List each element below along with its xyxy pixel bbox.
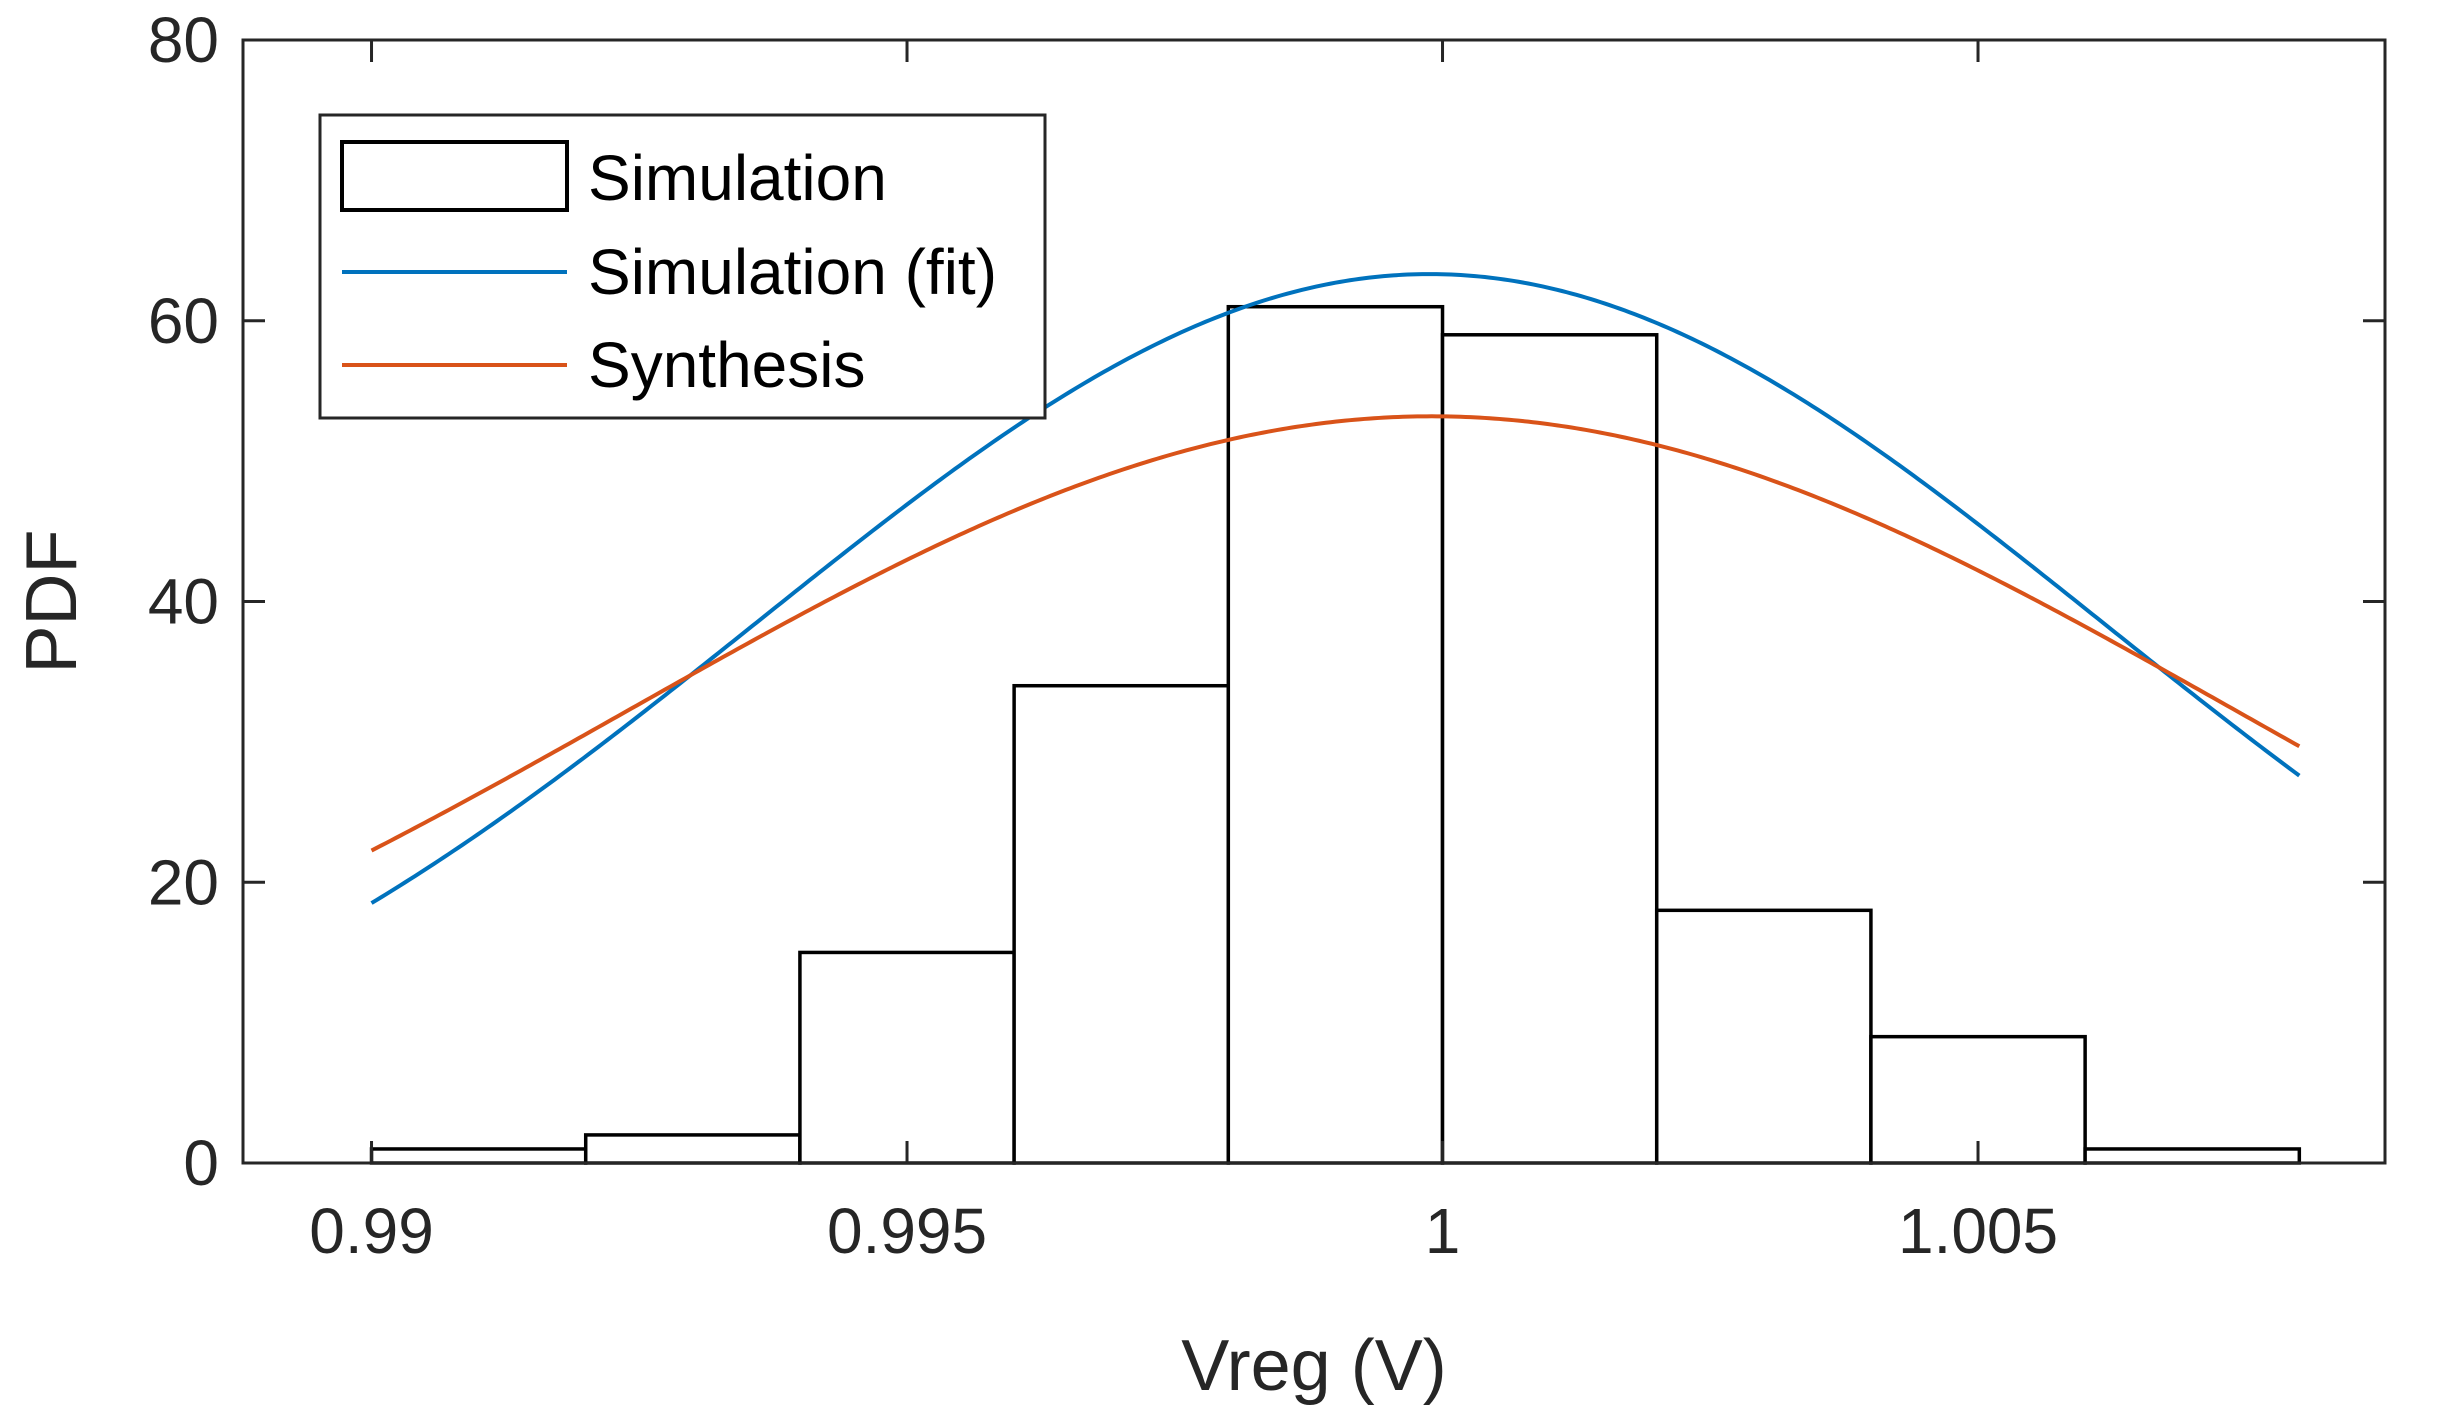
y-tick-label: 40: [148, 566, 219, 638]
histogram-bar-1: [583, 1133, 802, 1165]
histogram-bar-2: [798, 950, 1016, 1165]
x-tick-label: 0.995: [827, 1195, 987, 1267]
pdf-curves: [370, 272, 2301, 905]
y-tick-label: 20: [148, 846, 219, 918]
legend-box: [318, 113, 1047, 420]
legend-swatch-simulation: [340, 140, 569, 212]
x-tick-label: 1: [1425, 1195, 1461, 1267]
legend-label-synthesis: Synthesis: [588, 329, 865, 401]
y-tick-label: 80: [148, 4, 219, 76]
histogram-bar-8: [2083, 1147, 2302, 1165]
histogram-bar-0: [369, 1147, 588, 1165]
histogram-bar-3: [1012, 683, 1231, 1165]
histogram-bar-4: [1226, 304, 1445, 1165]
histogram-bar-5: [1440, 333, 1659, 1165]
y-tick-label: 60: [148, 285, 219, 357]
histogram-bar-6: [1654, 908, 1873, 1165]
y-axis-label: PDF: [12, 530, 92, 674]
y-tick-label: 0: [183, 1127, 219, 1199]
x-tick-label: 1.005: [1898, 1195, 2058, 1267]
axis-tick-labels: 0.99 0.995 1 1.005 0 20 40 60 80: [148, 4, 2058, 1267]
x-tick-label: 0.99: [309, 1195, 434, 1267]
axis-ticks: [243, 38, 2385, 1165]
curve-synthesis: [370, 414, 2301, 853]
x-axis-label: Vreg (V): [1181, 1326, 1446, 1406]
legend-label-simulation: Simulation: [588, 142, 887, 214]
histogram-bars: [369, 304, 2302, 1165]
legend-label-simulation-fit: Simulation (fit): [588, 236, 997, 308]
legend: Simulation Simulation (fit) Synthesis: [318, 113, 1047, 420]
